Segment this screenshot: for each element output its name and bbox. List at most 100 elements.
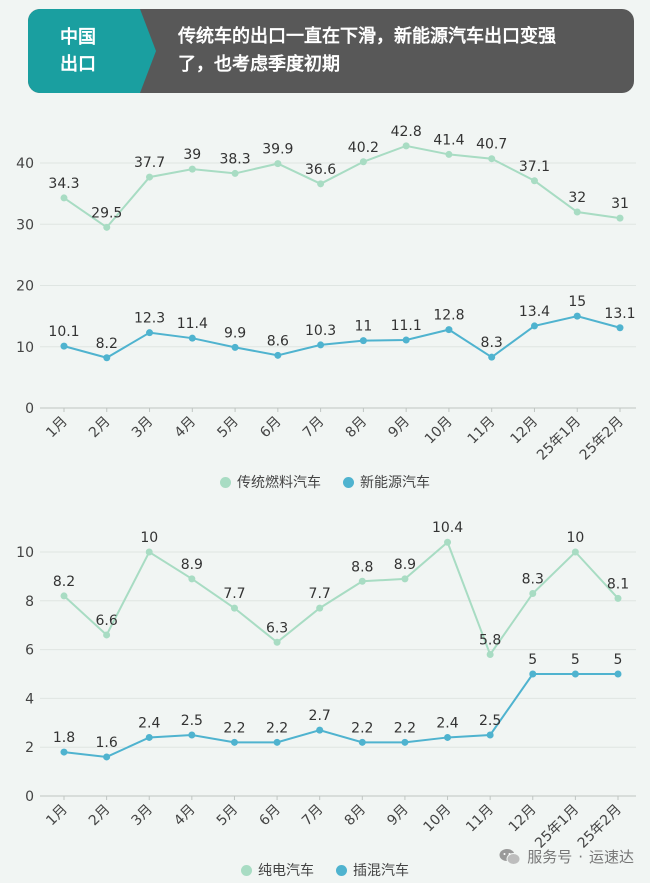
watermark-dot: · (578, 847, 583, 866)
data-point-0-1-4 (231, 343, 239, 351)
data-point-0-1-7 (359, 337, 367, 345)
y-tick-label-0-4: 40 (16, 156, 34, 172)
legend-label-0-1: 新能源汽车 (360, 475, 430, 491)
data-label-1-0-11: 8.3 (522, 571, 544, 587)
x-tick-label-1-0: 1月 (43, 802, 71, 830)
data-point-1-1-13 (614, 670, 622, 678)
data-label-0-1-4: 9.9 (224, 325, 246, 341)
data-label-0-0-4: 38.3 (219, 151, 250, 167)
data-point-0-1-2 (146, 329, 154, 337)
legend-swatch-1-0 (241, 864, 252, 876)
y-tick-label-0-2: 20 (16, 279, 34, 295)
x-tick-label-1-6: 7月 (299, 802, 327, 830)
data-label-1-0-4: 7.7 (223, 586, 245, 602)
legend-chart2: 纯电汽车 插混汽车 (0, 860, 650, 880)
data-label-0-1-10: 8.3 (481, 335, 503, 351)
data-point-1-0-9 (444, 538, 452, 546)
data-label-0-0-13: 31 (611, 196, 629, 212)
data-point-1-0-8 (401, 575, 409, 583)
data-label-0-1-1: 8.2 (96, 336, 118, 352)
data-point-1-0-4 (230, 604, 238, 612)
data-point-0-0-4 (231, 169, 239, 177)
headline: 传统车的出口一直在下滑，新能源汽车出口变强 了，也考虑季度初期 (178, 23, 618, 79)
x-tick-label-1-11: 12月 (506, 802, 540, 836)
data-label-0-0-0: 34.3 (48, 176, 79, 192)
data-point-0-0-9 (445, 150, 453, 158)
region-tag: 中国 出口 (28, 9, 156, 93)
data-point-0-1-1 (103, 354, 111, 362)
legend-chart1: 传统燃料汽车 新能源汽车 (0, 472, 650, 492)
wechat-icon (499, 848, 521, 865)
data-label-1-0-0: 8.2 (53, 574, 75, 590)
data-point-1-1-6 (316, 726, 324, 734)
legend-label-1-0: 纯电汽车 (258, 863, 314, 879)
data-label-0-0-9: 41.4 (433, 132, 464, 148)
headline-line2: 了，也考虑季度初期 (178, 54, 340, 75)
data-label-0-1-13: 13.1 (604, 306, 635, 322)
data-label-0-1-8: 11.1 (391, 318, 422, 334)
watermark: 服务号 · 运速达 (499, 846, 634, 867)
data-label-1-1-2: 2.4 (138, 715, 160, 731)
data-point-1-0-13 (614, 594, 622, 602)
y-tick-label-0-0: 0 (25, 401, 34, 417)
x-tick-label-1-12: 25年1月 (532, 802, 582, 852)
data-point-1-0-3 (188, 575, 196, 583)
x-tick-label-1-3: 4月 (171, 802, 199, 830)
data-point-0-1-5 (274, 351, 282, 359)
data-label-0-0-7: 40.2 (348, 140, 379, 156)
data-point-1-1-7 (358, 738, 366, 746)
data-point-1-1-2 (145, 733, 153, 741)
data-label-0-0-11: 37.1 (519, 159, 550, 175)
data-label-1-0-7: 8.8 (351, 559, 373, 575)
data-point-0-0-6 (317, 180, 325, 188)
series-line-0-0 (63, 144, 621, 229)
data-label-0-1-6: 10.3 (305, 323, 336, 339)
legend-item-1-0: 纯电汽车 (241, 860, 314, 880)
legend-item-0-0: 传统燃料汽车 (220, 472, 321, 492)
data-point-1-0-6 (316, 604, 324, 612)
y-tick-label-1-4: 8 (25, 594, 34, 610)
watermark-name: 运速达 (588, 848, 634, 866)
data-label-1-0-6: 7.7 (309, 586, 331, 602)
x-tick-label-1-7: 8月 (342, 802, 370, 830)
data-point-1-1-3 (188, 731, 196, 739)
legend-item-1-1: 插混汽车 (336, 860, 409, 880)
data-point-1-0-5 (273, 638, 281, 646)
data-label-0-1-5: 8.6 (267, 333, 289, 349)
data-point-0-0-3 (188, 165, 196, 173)
data-point-0-1-0 (60, 342, 68, 350)
data-point-1-0-10 (486, 650, 494, 658)
data-point-0-1-8 (402, 336, 410, 344)
x-tick-label-1-4: 5月 (214, 802, 242, 830)
data-label-1-1-3: 2.5 (181, 713, 203, 729)
data-point-0-0-10 (488, 155, 496, 163)
x-tick-label-1-8: 9月 (384, 802, 412, 830)
legend-label-0-0: 传统燃料汽车 (237, 475, 321, 491)
data-label-0-0-6: 36.6 (305, 162, 336, 178)
data-point-1-0-1 (103, 631, 111, 639)
x-tick-label-1-10: 11月 (463, 802, 497, 836)
legend-label-1-1: 插混汽车 (353, 863, 409, 879)
data-label-0-1-0: 10.1 (48, 324, 79, 340)
y-tick-label-1-5: 10 (16, 545, 34, 561)
data-point-0-0-7 (359, 158, 367, 166)
data-label-1-1-11: 5 (528, 652, 537, 668)
legend-swatch-1-1 (336, 864, 347, 876)
data-label-1-0-9: 10.4 (432, 520, 463, 536)
series-line-1-0 (63, 540, 619, 657)
x-tick-label-1-9: 10月 (421, 802, 455, 836)
data-point-0-0-12 (573, 208, 581, 216)
data-label-0-1-3: 11.4 (177, 316, 208, 332)
data-point-1-1-1 (103, 753, 111, 761)
data-label-1-1-5: 2.2 (266, 720, 288, 736)
data-point-1-1-10 (486, 731, 494, 739)
data-label-1-1-6: 2.7 (309, 708, 331, 724)
x-tick-label-1-5: 6月 (256, 802, 284, 830)
data-label-0-0-12: 32 (568, 190, 586, 206)
y-tick-label-1-2: 4 (25, 691, 34, 707)
data-label-1-1-12: 5 (571, 652, 580, 668)
data-point-0-0-8 (402, 142, 410, 150)
data-label-1-0-12: 10 (566, 530, 584, 546)
